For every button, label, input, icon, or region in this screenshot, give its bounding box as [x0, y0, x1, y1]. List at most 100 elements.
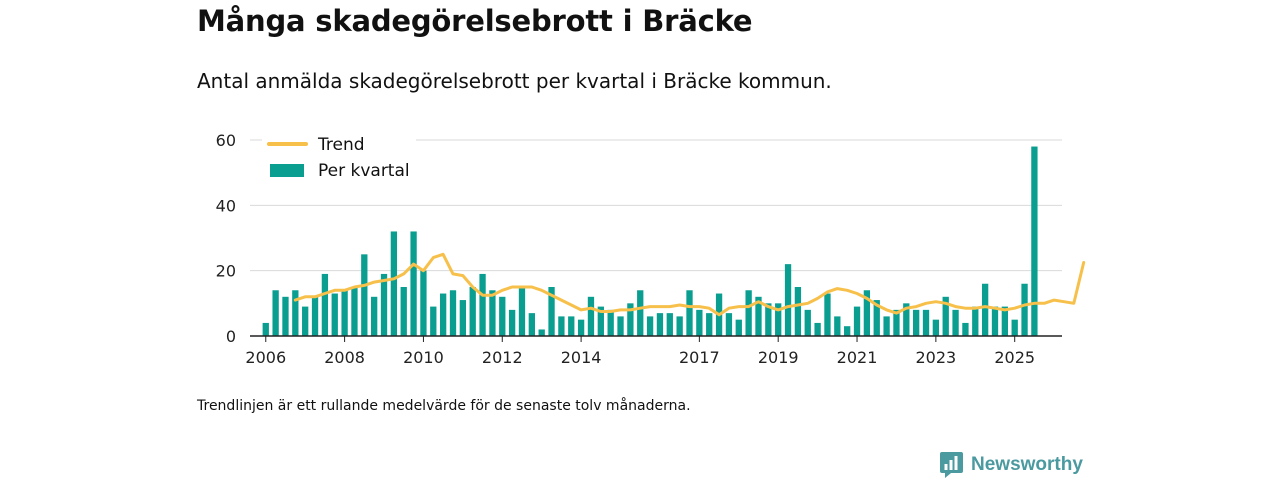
bar: [844, 326, 851, 336]
footnote: Trendlinjen är ett rullande medelvärde f…: [197, 398, 691, 414]
trend-line: [293, 252, 1086, 317]
y-tick-label: 40: [216, 196, 236, 215]
bar: [568, 316, 575, 336]
x-tick-label: 2006: [245, 348, 286, 367]
bar: [518, 287, 526, 336]
bar: [430, 306, 437, 336]
bars: [262, 146, 1038, 336]
bar: [272, 290, 279, 336]
bar: [666, 313, 673, 336]
bar: [686, 290, 693, 336]
bar: [804, 309, 811, 336]
legend-bars-swatch: [270, 164, 304, 177]
bar: [627, 303, 634, 336]
bar: [390, 231, 398, 336]
bar: [351, 287, 358, 336]
bar: [755, 296, 762, 336]
bar: [410, 231, 417, 336]
legend-bars-label: Per kvartal: [318, 161, 410, 181]
bar: [952, 309, 959, 336]
bar: [1001, 306, 1008, 336]
bar: [400, 287, 407, 336]
trend-line-group: [293, 252, 1086, 317]
bar: [331, 293, 338, 336]
legend-background: [262, 128, 416, 188]
bar: [646, 316, 654, 336]
bar: [371, 296, 378, 336]
x-tick-label: 2021: [837, 348, 878, 367]
bar: [913, 309, 920, 336]
newsworthy-logo[interactable]: Newsworthy: [939, 451, 1083, 479]
bar: [587, 296, 595, 336]
bar: [696, 309, 703, 336]
bar: [577, 319, 585, 336]
bar: [607, 309, 614, 336]
bar: [962, 322, 969, 336]
bar: [765, 303, 772, 336]
bar: [972, 306, 979, 336]
bar: [558, 316, 565, 336]
bar: [893, 309, 900, 336]
legend: Trend Per kvartal: [262, 128, 416, 188]
chart-title: Många skadegörelsebrott i Bräcke: [197, 4, 753, 38]
brand-name: Newsworthy: [971, 454, 1083, 475]
bar: [479, 273, 486, 336]
bar: [873, 300, 880, 336]
bar: [863, 290, 871, 336]
bar: [597, 306, 604, 336]
bar: [311, 296, 319, 336]
bar-chart: 0 20 40 60 2006 2008 2010 2012 2014 2017 2019 2021 2…: [216, 128, 1086, 367]
newsworthy-logo-icon: [940, 452, 963, 478]
bar: [735, 319, 742, 336]
chart-subtitle: Antal anmälda skadegörelsebrott per kvar…: [197, 69, 832, 93]
x-tick-label: 2014: [561, 348, 602, 367]
bar: [1011, 319, 1018, 336]
bar: [834, 316, 841, 336]
bar: [824, 293, 831, 336]
y-tick-label: 20: [216, 262, 236, 281]
bar: [676, 316, 683, 336]
x-tick-label: 2019: [758, 348, 799, 367]
legend-trend-label: Trend: [317, 135, 365, 155]
bar: [469, 287, 476, 336]
bar: [302, 306, 309, 336]
bar: [499, 296, 506, 336]
x-tick-label: 2008: [324, 348, 365, 367]
bar: [1021, 283, 1028, 336]
bar: [538, 329, 545, 336]
bar: [637, 290, 644, 336]
bar: [853, 306, 861, 336]
y-tick-label: 60: [216, 131, 236, 150]
bar: [489, 290, 496, 336]
x-tick-label: 2017: [679, 348, 720, 367]
bar: [341, 290, 348, 336]
bar: [548, 287, 555, 336]
x-tick-label: 2010: [403, 348, 444, 367]
bar: [991, 306, 999, 336]
bar: [932, 319, 940, 336]
bar: [420, 270, 427, 336]
bar: [380, 273, 388, 336]
bar: [942, 296, 949, 336]
y-tick-label: 0: [226, 327, 236, 346]
bar: [981, 283, 989, 336]
x-tick-label: 2012: [482, 348, 523, 367]
bar: [706, 313, 713, 336]
bar: [725, 313, 733, 336]
bar: [449, 290, 457, 336]
bar: [617, 316, 624, 336]
bar: [361, 254, 368, 336]
bar: [508, 309, 516, 336]
bar: [883, 316, 890, 336]
bar: [745, 290, 752, 336]
bar: [775, 303, 782, 336]
x-tick-label: 2023: [916, 348, 957, 367]
bar: [321, 273, 329, 336]
bar: [282, 296, 289, 336]
bar: [1031, 146, 1038, 336]
bar: [459, 300, 467, 336]
bar: [814, 322, 821, 336]
bar: [903, 303, 910, 336]
bar: [784, 264, 792, 336]
axes: 0 20 40 60 2006 2008 2010 2012 2014 2017 2019 2021 2…: [216, 131, 1062, 367]
